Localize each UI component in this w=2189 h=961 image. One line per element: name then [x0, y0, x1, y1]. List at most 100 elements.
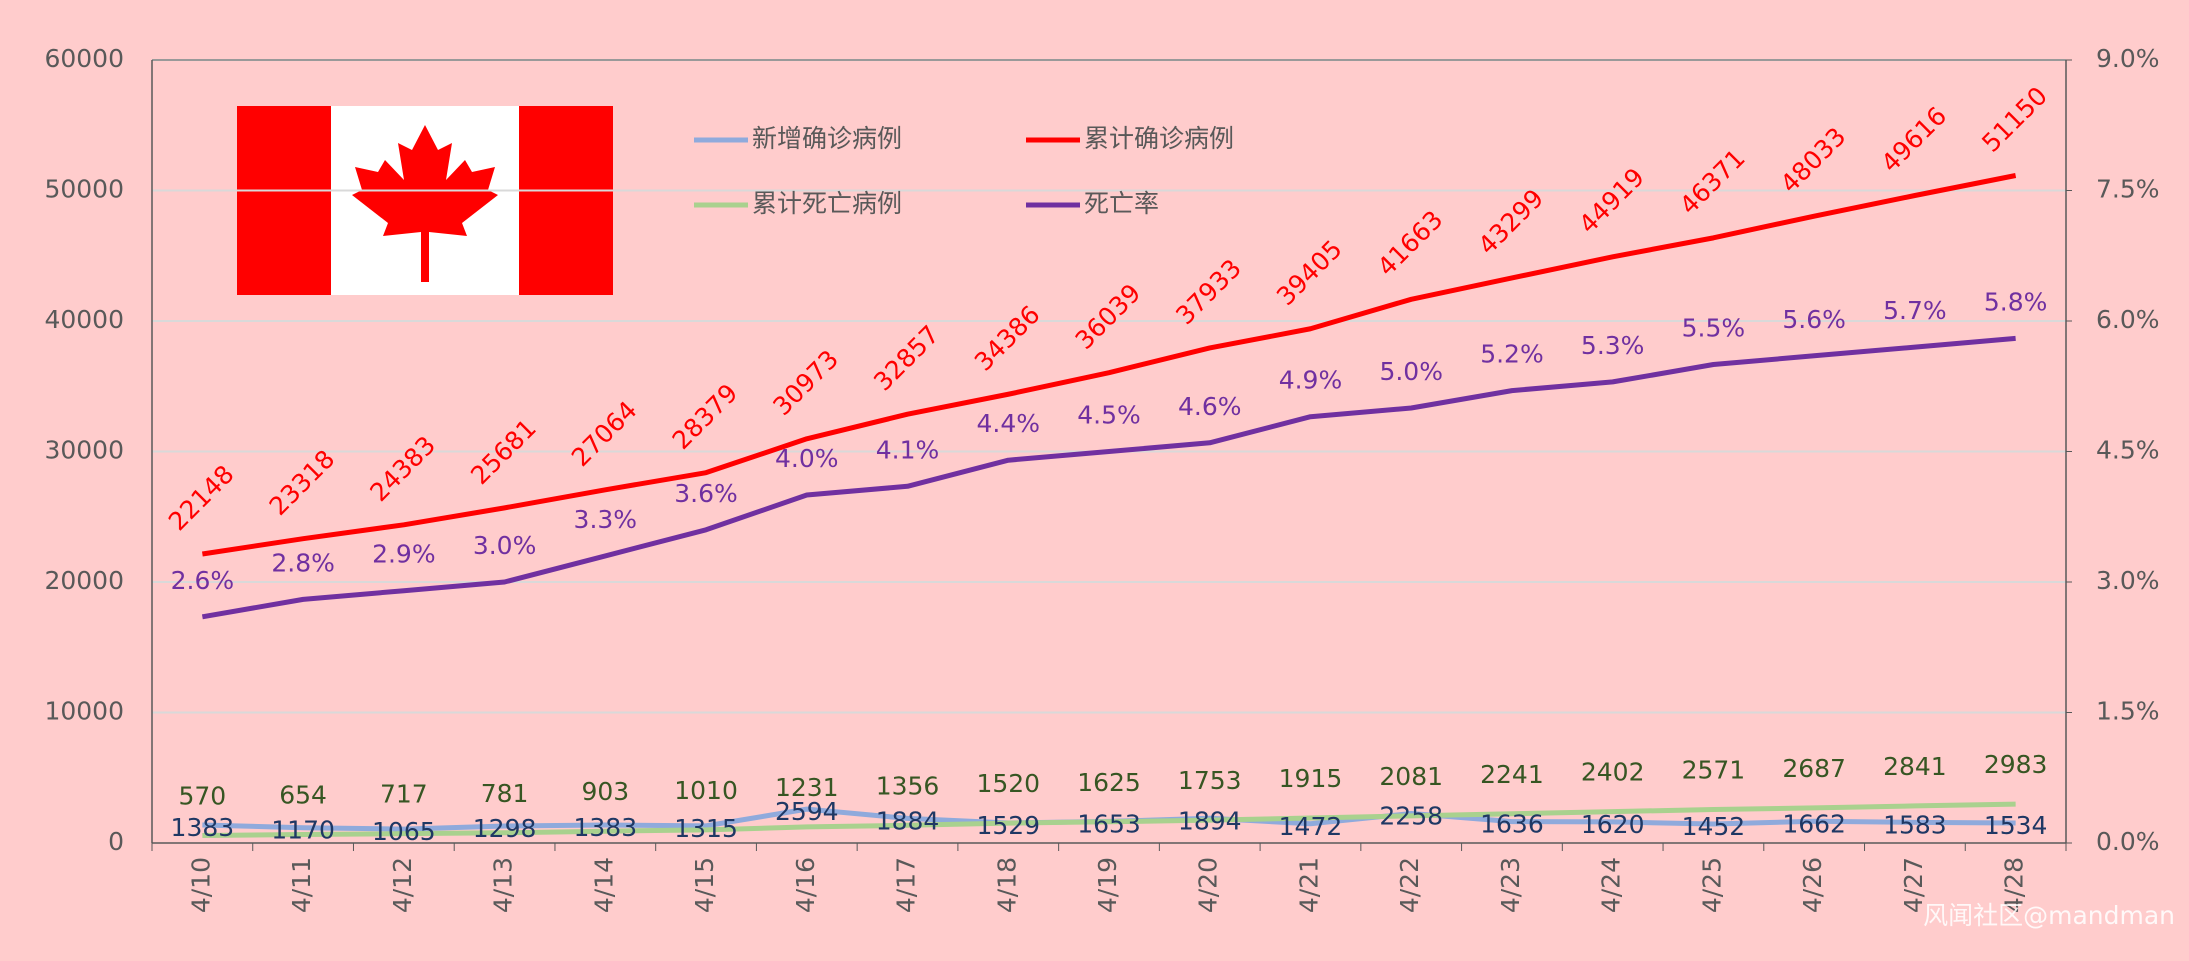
- data-label: 2402: [1581, 758, 1645, 787]
- data-label: 1636: [1480, 810, 1544, 839]
- maple-leaf: [352, 125, 498, 282]
- x-tick-label: 4/25: [1697, 857, 1726, 913]
- data-label: 1383: [574, 813, 638, 842]
- y-tick-label: 60000: [44, 44, 124, 73]
- x-tick-label: 4/12: [388, 857, 417, 913]
- x-tick-label: 4/10: [186, 857, 215, 913]
- data-label: 3.3%: [574, 505, 638, 534]
- data-label: 5.3%: [1581, 331, 1645, 360]
- data-label: 1010: [674, 776, 738, 805]
- data-label: 5.6%: [1782, 305, 1846, 334]
- legend-label: 累计确诊病例: [1084, 124, 1234, 153]
- data-label: 4.0%: [775, 444, 839, 473]
- data-label: 4.1%: [876, 435, 940, 464]
- data-label: 1884: [876, 806, 940, 835]
- data-label: 2571: [1682, 755, 1746, 784]
- y-tick-label: 30000: [44, 436, 124, 465]
- data-label: 2081: [1379, 762, 1443, 791]
- data-label: 4.4%: [977, 409, 1041, 438]
- data-label: 1894: [1178, 806, 1242, 835]
- data-label: 654: [279, 780, 327, 809]
- x-tick-label: 4/27: [1899, 857, 1928, 913]
- x-tick-label: 4/28: [2000, 857, 2029, 913]
- data-label: 5.0%: [1379, 357, 1443, 386]
- y2-tick-label: 7.5%: [2096, 175, 2160, 204]
- data-label: 3.0%: [473, 531, 537, 560]
- x-tick-label: 4/18: [992, 857, 1021, 913]
- data-label: 2.8%: [271, 548, 335, 577]
- legend-label: 新增确诊病例: [752, 124, 902, 153]
- data-label: 5.8%: [1984, 287, 2048, 316]
- data-label: 4.6%: [1178, 392, 1242, 421]
- x-tick-label: 4/19: [1093, 857, 1122, 913]
- flag-band: [237, 106, 331, 295]
- data-label: 2.9%: [372, 540, 436, 569]
- data-label: 4.5%: [1077, 401, 1141, 430]
- y2-tick-label: 9.0%: [2096, 44, 2160, 73]
- y2-tick-label: 1.5%: [2096, 697, 2160, 726]
- series-line: [201, 173, 2017, 557]
- data-label: 717: [380, 780, 428, 809]
- x-tick-label: 4/21: [1294, 857, 1323, 913]
- y2-tick-label: 4.5%: [2096, 436, 2160, 465]
- flag: [237, 106, 613, 295]
- data-label: 3.6%: [674, 479, 738, 508]
- x-tick-label: 4/15: [690, 857, 719, 913]
- y-tick-label: 40000: [44, 305, 124, 334]
- data-label: 570: [179, 782, 227, 811]
- y2-tick-label: 6.0%: [2096, 305, 2160, 334]
- data-label: 1356: [876, 771, 940, 800]
- series-line: [201, 335, 2016, 620]
- data-label: 1583: [1883, 810, 1947, 839]
- data-label: 5.2%: [1480, 340, 1544, 369]
- data-label: 4.9%: [1279, 366, 1343, 395]
- data-label: 781: [481, 779, 529, 808]
- data-label: 903: [581, 777, 629, 806]
- data-label: 1298: [473, 814, 537, 843]
- y-tick-label: 20000: [44, 566, 124, 595]
- x-tick-label: 4/20: [1194, 857, 1223, 913]
- data-label: 1625: [1077, 768, 1141, 797]
- data-label: 2594: [775, 797, 839, 826]
- data-label: 2241: [1480, 760, 1544, 789]
- y-tick-label: 0: [108, 827, 124, 856]
- series-line: [202, 801, 2016, 839]
- y2-tick-label: 3.0%: [2096, 566, 2160, 595]
- x-tick-label: 4/23: [1496, 857, 1525, 913]
- data-label: 1534: [1984, 811, 2048, 840]
- watermark: 风闻社区@mandman: [1923, 901, 2175, 930]
- x-tick-label: 4/24: [1597, 857, 1626, 913]
- y-tick-label: 50000: [44, 175, 124, 204]
- data-label: 1653: [1077, 809, 1141, 838]
- data-label: 2841: [1883, 752, 1947, 781]
- flag-band: [519, 106, 613, 295]
- x-tick-label: 4/22: [1395, 857, 1424, 913]
- y-tick-label: 10000: [44, 697, 124, 726]
- data-label: 1915: [1279, 764, 1343, 793]
- data-label: 2983: [1984, 750, 2048, 779]
- data-label: 1753: [1178, 766, 1242, 795]
- data-label: 2.6%: [171, 566, 235, 595]
- data-label: 5.5%: [1682, 314, 1746, 343]
- x-tick-label: 4/14: [589, 857, 618, 913]
- legend-label: 累计死亡病例: [752, 189, 902, 218]
- data-label: 1662: [1782, 809, 1846, 838]
- data-label: 1065: [372, 817, 436, 846]
- data-label: 1170: [271, 816, 335, 845]
- legend-label: 死亡率: [1084, 189, 1159, 218]
- data-label: 1231: [775, 773, 839, 802]
- data-label: 1520: [976, 769, 1040, 798]
- data-label: 1452: [1682, 812, 1746, 841]
- x-tick-label: 4/17: [892, 857, 921, 913]
- data-label: 1620: [1581, 810, 1645, 839]
- data-label: 2258: [1379, 802, 1443, 831]
- x-tick-label: 4/11: [287, 857, 316, 913]
- data-label: 1315: [674, 814, 738, 843]
- data-label: 1383: [171, 813, 235, 842]
- data-label: 5.7%: [1883, 296, 1947, 325]
- x-tick-label: 4/16: [791, 857, 820, 913]
- data-label: 1472: [1279, 812, 1343, 841]
- x-tick-label: 4/13: [489, 857, 518, 913]
- y2-tick-label: 0.0%: [2096, 827, 2160, 856]
